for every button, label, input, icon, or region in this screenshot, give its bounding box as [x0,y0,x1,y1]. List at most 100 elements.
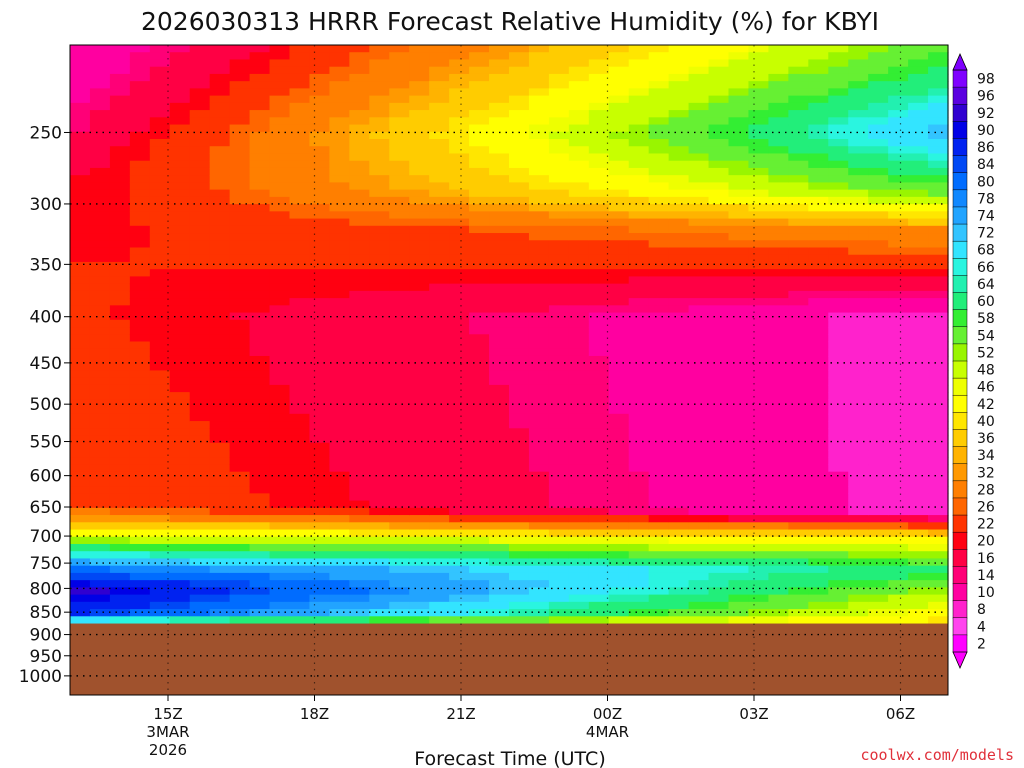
rh-cell [808,406,829,415]
rh-cell [389,102,410,111]
rh-cell [788,406,809,415]
rh-cell [409,565,430,574]
rh-cell [429,543,450,552]
rh-cell [928,522,949,531]
rh-cell [109,66,131,75]
rh-cell [888,247,909,256]
rh-cell [828,102,849,111]
rh-cell [229,384,251,393]
rh-cell [509,182,530,191]
rh-cell [70,189,91,198]
rh-cell [349,73,370,82]
rh-cell [668,269,690,278]
rh-cell [768,182,789,191]
rh-cell [808,413,829,422]
rh-cell [808,384,829,393]
colorbar-label: 4 [977,619,986,635]
rh-cell [548,73,570,82]
rh-cell [808,204,829,212]
colorbar-swatch [952,531,968,550]
rh-cell [568,298,590,306]
rh-cell [588,486,610,494]
rh-cell [229,225,251,234]
rh-cell [688,478,710,487]
rh-cell [229,319,251,328]
rh-cell [109,290,131,299]
rh-cell [568,609,590,617]
rh-cell [109,276,131,285]
rh-cell [349,348,370,357]
rh-cell [588,131,610,140]
rh-cell [888,81,909,89]
rh-cell [588,189,610,198]
rh-cell [668,66,690,75]
rh-cell [349,247,370,256]
rh-cell [928,196,949,205]
rh-cell [289,146,311,155]
rh-cell [808,558,829,567]
rh-cell [149,572,171,581]
rh-cell [648,240,670,249]
rh-cell [249,52,271,61]
rh-cell [189,348,211,357]
rh-cell [848,247,869,256]
rh-cell [89,211,111,220]
rh-cell [928,175,949,183]
rh-cell [469,515,490,523]
rh-cell [469,348,490,357]
colorbar-label: 10 [977,585,995,601]
rh-cell [848,478,869,487]
rh-cell [409,392,430,400]
rh-cell [289,182,311,191]
rh-cell [189,290,211,299]
rh-cell [768,399,789,408]
rh-cell [229,73,251,82]
rh-cell [349,146,370,155]
rh-cell [429,529,450,538]
rh-cell [449,543,470,552]
rh-cell [469,211,490,220]
colorbar-label: 48 [977,363,995,379]
rh-cell [908,601,929,610]
rh-cell [229,254,251,263]
rh-cell [568,341,590,350]
rh-cell [469,529,490,538]
rh-cell [628,290,650,299]
rh-cell [109,543,131,552]
rh-cell [489,182,510,191]
rh-cell [249,59,271,68]
rh-cell [149,478,171,487]
rh-cell [149,312,171,321]
rh-cell [708,276,730,285]
rh-cell [349,406,370,415]
rh-cell [149,189,171,198]
rh-cell [828,406,849,415]
rh-cell [329,580,350,588]
rh-cell [888,110,909,118]
rh-cell [688,384,710,393]
rh-cell [648,515,670,523]
rh-cell [249,428,271,437]
rh-cell [608,196,630,205]
rh-cell [668,95,690,104]
rh-cell [489,406,510,415]
rh-cell [269,442,291,451]
rh-cell [568,110,590,118]
rh-cell [848,298,869,306]
rh-cell [808,269,829,278]
rh-cell [848,153,869,162]
colorbar-label: 90 [977,123,995,139]
rh-cell [568,261,590,270]
rh-cell [429,124,450,133]
rh-cell [229,283,251,292]
rh-cell [648,543,670,552]
rh-cell [888,66,909,75]
rh-cell [289,616,311,625]
rh-cell [788,529,809,538]
rh-cell [608,45,630,53]
rh-cell [129,276,151,285]
rh-cell [888,363,909,372]
rh-cell [928,283,949,292]
rh-cell [329,341,350,350]
rh-cell [509,609,530,617]
